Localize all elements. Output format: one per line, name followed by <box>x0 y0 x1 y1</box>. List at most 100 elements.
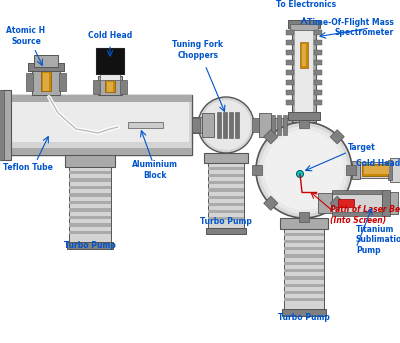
Bar <box>286 80 294 85</box>
Bar <box>314 30 322 35</box>
Bar <box>330 196 344 210</box>
Bar <box>208 174 244 177</box>
Bar <box>100 72 120 80</box>
Text: Path of Laser Beam
(Into Screen): Path of Laser Beam (Into Screen) <box>330 205 400 225</box>
Bar <box>300 42 308 68</box>
Bar <box>69 223 111 227</box>
Bar <box>299 118 309 128</box>
Bar <box>299 212 309 222</box>
Bar <box>284 247 324 250</box>
Bar <box>283 115 287 135</box>
Bar <box>69 231 111 234</box>
Bar <box>69 167 111 242</box>
Bar <box>96 48 124 74</box>
Bar <box>284 291 324 294</box>
Bar <box>286 70 294 75</box>
Bar <box>277 115 281 135</box>
Bar <box>69 171 111 174</box>
Bar <box>8 95 192 102</box>
Bar <box>107 82 113 92</box>
Bar <box>217 112 221 138</box>
Bar <box>69 208 111 212</box>
Bar <box>65 155 115 167</box>
Bar <box>120 80 127 94</box>
Bar <box>208 163 244 228</box>
Bar <box>284 255 324 258</box>
Bar <box>69 186 111 189</box>
Bar <box>284 262 324 265</box>
Bar <box>34 55 58 67</box>
Bar <box>208 181 244 184</box>
Bar <box>1 90 11 160</box>
Bar <box>286 100 294 105</box>
Bar <box>93 80 100 94</box>
Text: Turbo Pump: Turbo Pump <box>64 240 116 249</box>
Bar <box>26 73 33 91</box>
Bar <box>208 196 244 199</box>
Bar <box>204 153 248 163</box>
Bar <box>286 30 294 35</box>
Bar <box>295 26 313 120</box>
Bar <box>264 196 278 210</box>
Bar <box>314 100 322 105</box>
Bar <box>28 63 64 71</box>
Bar <box>271 115 275 135</box>
Bar <box>388 160 392 180</box>
Bar <box>388 192 398 214</box>
Bar <box>98 76 122 95</box>
Text: Tuning Fork
Choppers: Tuning Fork Choppers <box>172 40 224 60</box>
Bar <box>332 190 384 194</box>
Bar <box>208 210 244 213</box>
Text: Teflon Tube: Teflon Tube <box>3 164 53 173</box>
Bar <box>128 122 163 128</box>
Bar <box>0 90 4 160</box>
Circle shape <box>264 130 344 210</box>
Bar <box>208 167 244 170</box>
Text: Turbo Pump: Turbo Pump <box>278 314 330 322</box>
Text: Atomic H
Source: Atomic H Source <box>6 26 46 46</box>
Bar <box>314 40 322 45</box>
Bar <box>8 95 192 155</box>
Bar <box>259 113 271 137</box>
Bar <box>284 229 324 309</box>
Bar <box>43 73 49 91</box>
Bar <box>202 113 214 137</box>
Bar <box>284 298 324 301</box>
Bar <box>105 80 115 92</box>
Bar <box>364 166 389 174</box>
Bar <box>332 192 382 214</box>
Bar <box>192 118 200 132</box>
Circle shape <box>256 122 352 218</box>
Bar <box>223 112 227 138</box>
Bar <box>235 112 239 138</box>
Bar <box>8 148 192 155</box>
Text: Cold Head: Cold Head <box>88 31 132 39</box>
Bar <box>206 228 246 234</box>
Circle shape <box>260 126 348 214</box>
Bar <box>314 70 322 75</box>
Text: Turbo Pump: Turbo Pump <box>200 217 252 226</box>
Bar <box>332 212 384 216</box>
Bar <box>362 164 390 176</box>
Bar <box>314 90 322 95</box>
Bar <box>338 199 354 207</box>
Bar <box>286 50 294 55</box>
Bar <box>284 233 324 236</box>
Bar <box>229 112 233 138</box>
Bar <box>59 73 66 91</box>
Circle shape <box>296 170 304 177</box>
Bar <box>286 90 294 95</box>
Bar <box>284 284 324 287</box>
Bar <box>69 201 111 204</box>
Text: Target: Target <box>348 143 376 153</box>
Bar <box>11 100 189 142</box>
Bar <box>69 178 111 182</box>
Bar <box>41 71 51 91</box>
Bar <box>284 240 324 243</box>
Bar <box>32 67 60 95</box>
Bar <box>292 24 316 122</box>
Bar <box>288 112 320 120</box>
Bar <box>69 193 111 197</box>
Bar <box>352 161 360 179</box>
Bar <box>284 276 324 280</box>
